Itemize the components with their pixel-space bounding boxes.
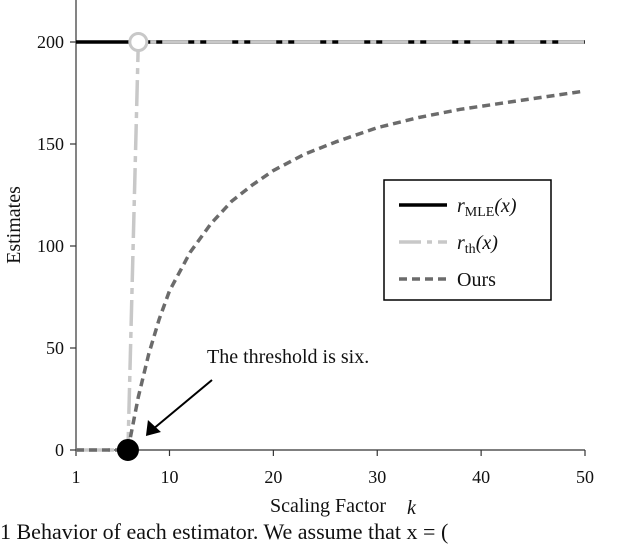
y-tick-label: 150 [37,134,64,154]
legend-label-2: Ours [457,269,496,291]
x-axis-title-group: Scaling Factor k [270,495,417,519]
legend: rMLE(x) rth(x) Ours [383,179,552,301]
legend-label-1: rth(x) [457,232,498,257]
y-tick-label: 100 [37,236,64,256]
legend-box [383,179,552,301]
y-tick-label: 0 [55,440,64,460]
marker-layer [116,32,149,461]
series-line-1 [76,40,585,452]
open-circle [128,32,149,52]
figure-caption: 1 Behavior of each estimator. We assume … [0,519,449,544]
y-tick-label: 50 [46,338,64,358]
x-tick-label: 30 [368,467,386,487]
x-tick-label: 20 [264,467,282,487]
series-line-2 [76,89,586,452]
x-tick-label: 1 [72,467,81,487]
x-tick-label: 40 [472,467,490,487]
x-axis-symbol: k [407,497,417,519]
annotation-arrowhead [145,420,161,436]
x-tick-label: 50 [576,467,594,487]
x-axis-title: Scaling Factor [270,495,386,517]
threshold-point [116,439,139,461]
legend-label-0: rMLE(x) [457,195,517,220]
annotation-arrow-shaft [151,379,213,431]
series-layer [76,40,586,452]
y-tick-label: 200 [37,32,64,52]
y-axis-title: Estimates [3,186,25,264]
annotation-layer: The threshold is six. [145,346,369,436]
x-tick-label: 10 [160,467,178,487]
annotation-text: The threshold is six. [207,346,369,368]
